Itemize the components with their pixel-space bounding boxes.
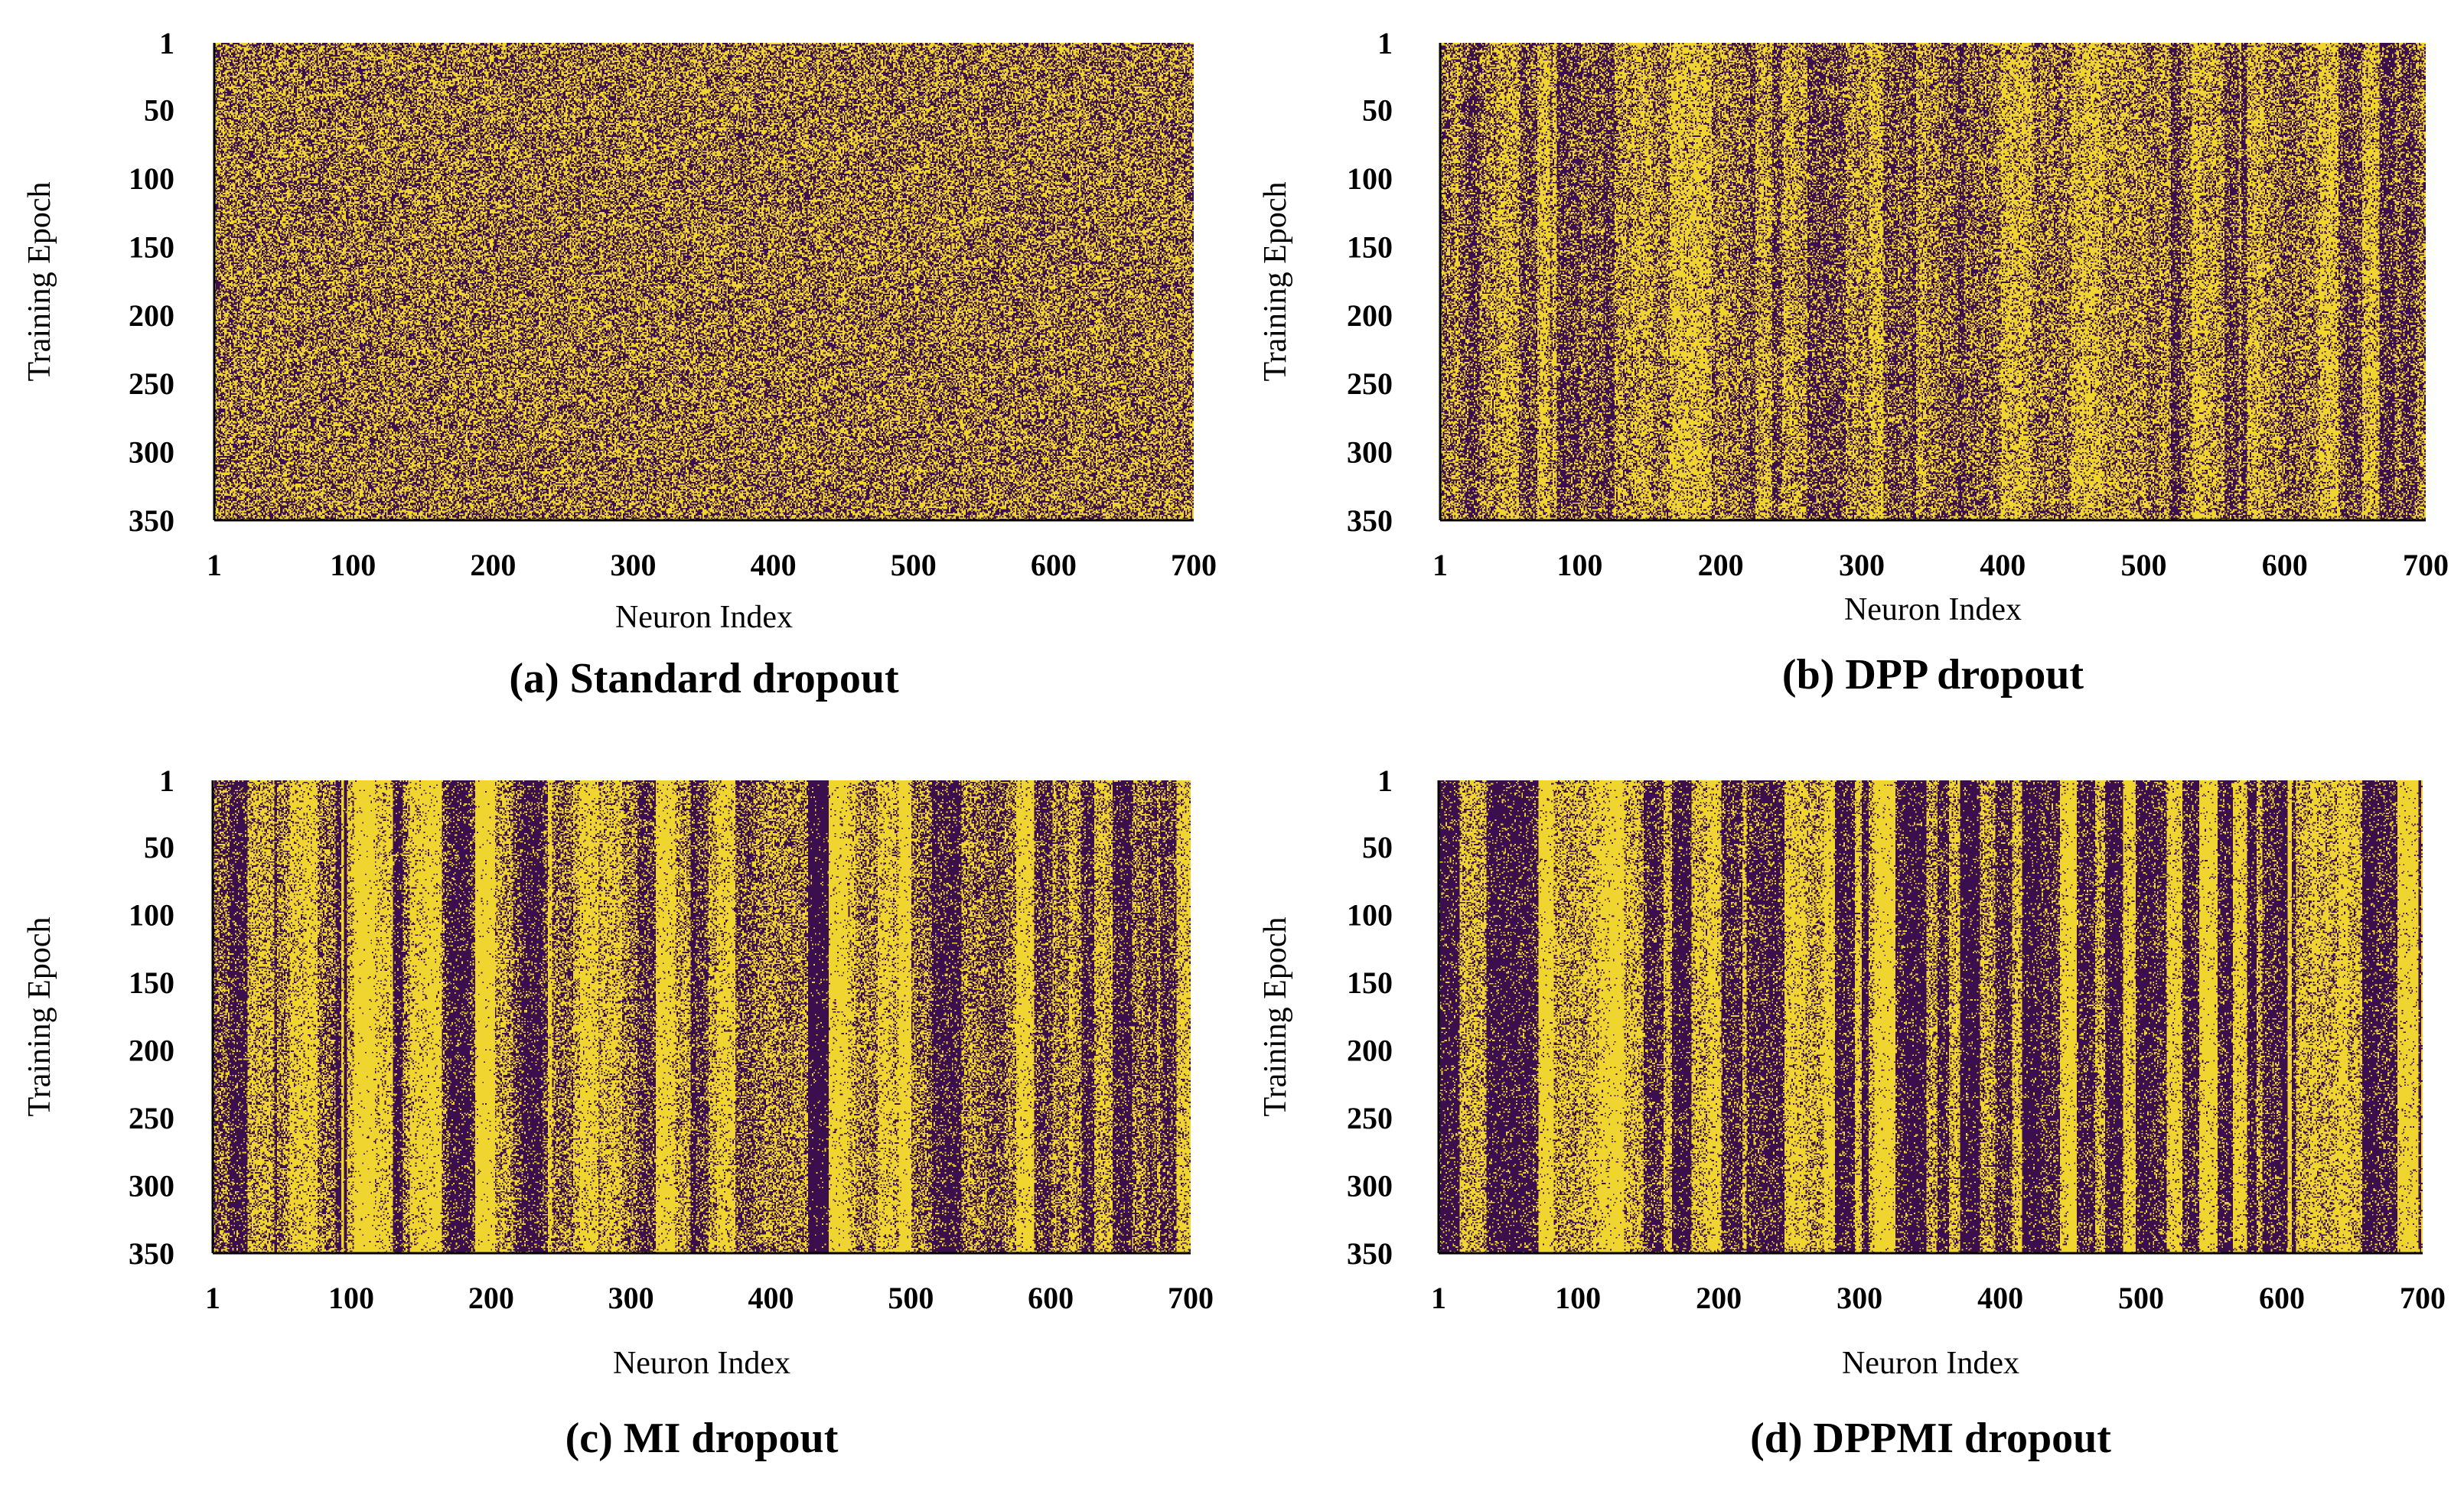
heatmap-raster [213,780,1191,1253]
y-tick-label: 50 [1362,830,1393,865]
y-tick-label: 1 [1377,26,1393,60]
y-axis-title: Training Epoch [22,917,57,1117]
y-tick-label: 300 [1347,435,1393,470]
x-tick-label: 200 [470,548,516,582]
x-axis-title: Neuron Index [1844,592,2022,627]
x-tick-label: 300 [608,1281,654,1315]
y-tick-label: 150 [1347,230,1393,264]
heatmap-raster [1440,43,2426,520]
x-tick-label: 700 [1168,1281,1214,1315]
y-tick-label: 300 [129,1168,174,1203]
x-tick-label: 1 [207,548,222,582]
y-axis-title: Training Epoch [1258,182,1293,382]
y-tick-label: 250 [129,1101,174,1135]
x-tick-label: 400 [1977,1281,2023,1315]
y-tick-label: 300 [1347,1168,1393,1203]
y-tick-label: 50 [144,830,174,865]
y-tick-label: 50 [144,93,174,128]
panel-caption: (b) DPP dropout [1782,651,2084,699]
panel-caption: (a) Standard dropout [509,655,899,702]
y-tick-label: 350 [1347,1236,1393,1271]
panel-a: 1 100 200 300 400 500 600 700150100150200250300… [22,26,1217,702]
x-tick-label: 300 [1837,1281,1882,1315]
x-tick-label: 500 [891,548,937,582]
y-tick-label: 350 [129,503,174,538]
y-tick-label: 250 [1347,1101,1393,1135]
heatmap-raster [214,43,1194,520]
y-tick-label: 250 [129,366,174,401]
panel-caption: (c) MI dropout [565,1415,839,1462]
x-tick-label: 600 [1031,548,1077,582]
y-tick-label: 150 [1347,966,1393,1000]
x-tick-label: 100 [1556,548,1602,582]
x-tick-label: 100 [1555,1281,1601,1315]
x-axis-title: Neuron Index [615,600,793,635]
x-tick-label: 600 [2262,548,2308,582]
y-tick-label: 100 [1347,897,1393,932]
y-tick-label: 200 [129,298,174,333]
x-tick-label: 500 [888,1281,934,1315]
x-tick-label: 500 [2118,1281,2164,1315]
x-tick-label: 200 [1696,1281,1742,1315]
panel-b: 1 100 200 300 400 500 600 700150100150200250300… [1258,26,2449,699]
x-tick-label: 200 [468,1281,514,1315]
x-tick-label: 400 [751,548,797,582]
y-tick-label: 100 [129,161,174,196]
y-tick-label: 350 [129,1236,174,1271]
x-tick-label: 400 [1980,548,2026,582]
panel-c: 1 100 200 300 400 500 600 700150100150200250300… [22,764,1214,1462]
x-tick-label: 700 [1171,548,1217,582]
x-tick-label: 500 [2120,548,2166,582]
x-tick-label: 400 [748,1281,794,1315]
y-tick-label: 250 [1347,366,1393,401]
y-tick-label: 350 [1347,503,1393,538]
x-tick-label: 700 [2403,548,2449,582]
y-tick-label: 150 [129,966,174,1000]
x-tick-label: 300 [1839,548,1885,582]
x-tick-label: 1 [205,1281,220,1315]
panel-d: 1 100 200 300 400 500 600 700150100150200250300… [1258,764,2446,1462]
x-tick-label: 700 [2400,1281,2446,1315]
y-tick-label: 150 [129,230,174,264]
y-tick-label: 300 [129,435,174,470]
x-tick-label: 200 [1698,548,1744,582]
y-tick-label: 100 [129,897,174,932]
x-tick-label: 300 [611,548,657,582]
y-tick-label: 200 [1347,298,1393,333]
x-tick-label: 1 [1431,1281,1446,1315]
y-tick-label: 200 [129,1033,174,1067]
x-tick-label: 600 [2259,1281,2305,1315]
heatmap-raster [1439,780,2423,1253]
y-tick-label: 100 [1347,161,1393,196]
x-tick-label: 1 [1432,548,1448,582]
x-axis-title: Neuron Index [613,1346,790,1381]
y-tick-label: 50 [1362,93,1393,128]
y-tick-label: 200 [1347,1033,1393,1067]
x-axis-title: Neuron Index [1842,1346,2019,1381]
y-tick-label: 1 [1377,764,1393,798]
y-tick-label: 1 [159,764,174,798]
x-tick-label: 100 [330,548,376,582]
panel-caption: (d) DPPMI dropout [1750,1415,2111,1462]
y-axis-title: Training Epoch [1258,917,1293,1117]
y-axis-title: Training Epoch [22,182,57,382]
y-tick-label: 1 [159,26,174,60]
x-tick-label: 100 [328,1281,374,1315]
x-tick-label: 600 [1028,1281,1074,1315]
